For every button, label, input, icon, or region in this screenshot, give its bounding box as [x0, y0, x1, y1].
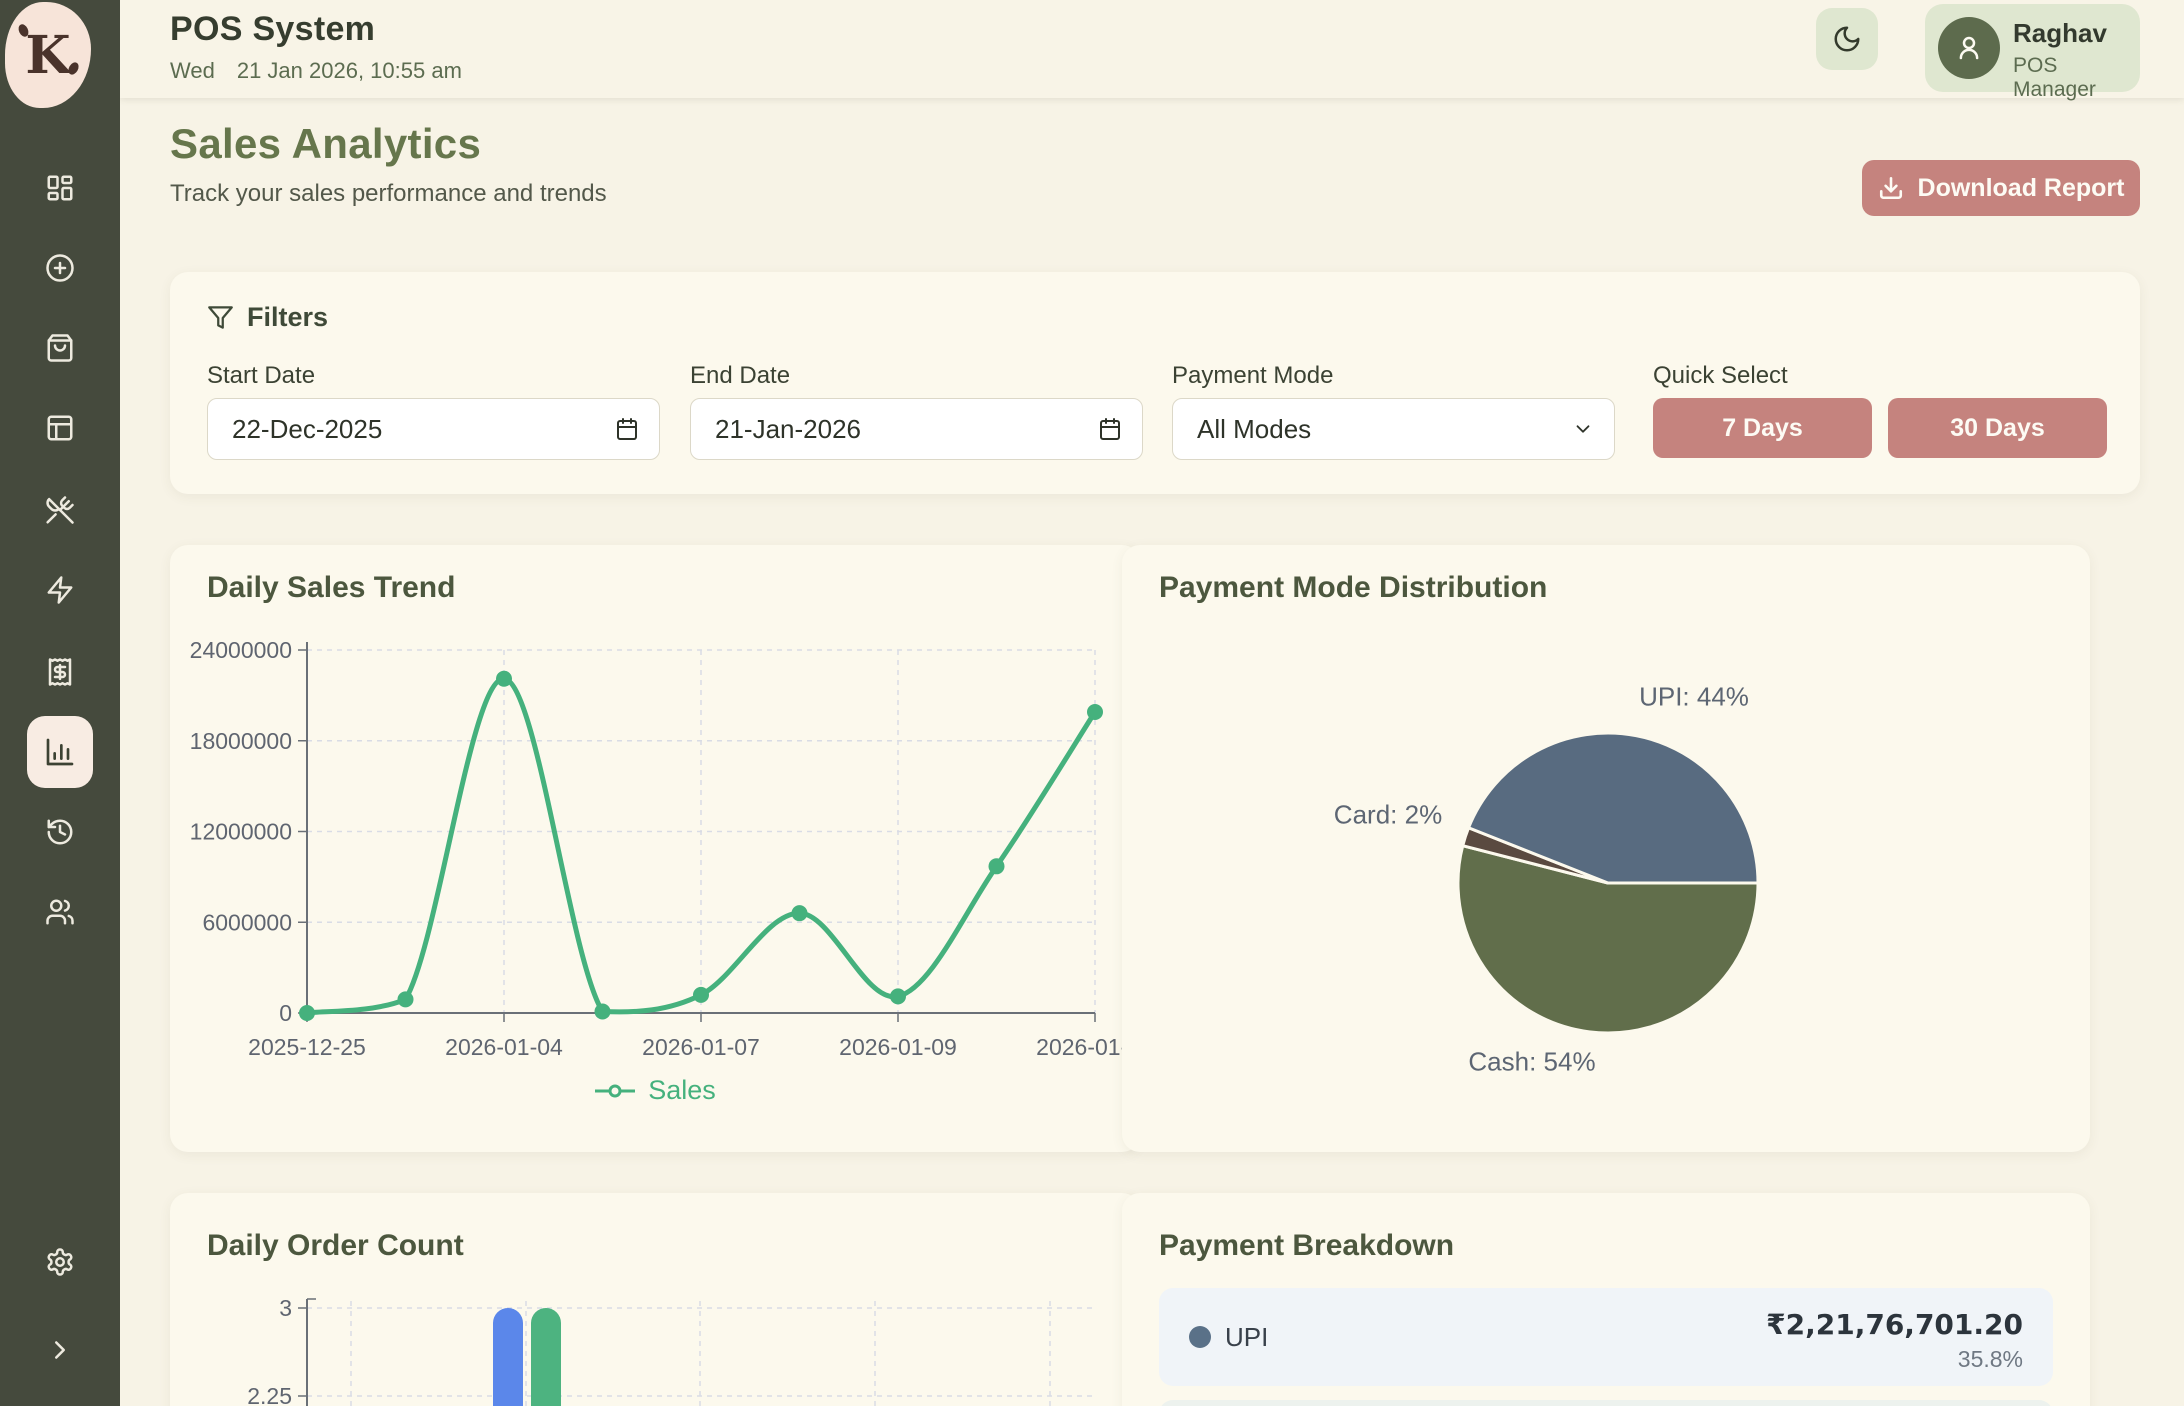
dark-mode-toggle[interactable] [1816, 8, 1878, 70]
payment-breakdown-title: Payment Breakdown [1159, 1229, 1454, 1263]
user-menu[interactable]: Raghav POS Manager [1925, 4, 2140, 92]
filters-header: Filters [207, 302, 328, 333]
sidebar-item-customers[interactable] [36, 888, 84, 936]
plus-circle-icon [45, 253, 75, 283]
chevron-right-icon [45, 1335, 75, 1365]
sidebar-item-settings[interactable] [36, 1238, 84, 1286]
calendar-icon [615, 417, 639, 441]
svg-text:2025-12-25: 2025-12-25 [248, 1034, 366, 1060]
pie-label-card: Card: 2% [1334, 800, 1442, 831]
shopping-bag-icon [45, 333, 75, 363]
datetime-label: 21 Jan 2026, 10:55 am [237, 58, 462, 84]
sidebar-item-billing[interactable] [36, 648, 84, 696]
sidebar-item-tables[interactable] [36, 404, 84, 452]
gear-icon [45, 1247, 75, 1277]
payment-mode-pie-chart [1122, 545, 2090, 1152]
brand-logo-letter: K [25, 25, 70, 86]
download-icon [1878, 175, 1904, 201]
daily-sales-trend-card: Daily Sales Trend 0600000012000000180000… [170, 545, 1140, 1152]
pie-label-upi: UPI: 44% [1639, 682, 1749, 713]
svg-text:24000000: 24000000 [190, 637, 292, 663]
payment-mode-value: All Modes [1197, 414, 1311, 445]
page-title: Sales Analytics [170, 120, 481, 168]
svg-text:3: 3 [279, 1295, 292, 1321]
download-report-button[interactable]: Download Report [1862, 160, 2140, 216]
weekday-label: Wed [170, 58, 215, 84]
upi-row-percent: 35.8% [1958, 1346, 2023, 1373]
payment-mode-distribution-card: Payment Mode Distribution UPI: 44% Card:… [1122, 545, 2090, 1152]
daily-sales-trend-chart: 0 6000000 12000000 18000000 24000000 2025-12-… [170, 545, 1140, 1152]
history-icon [45, 817, 75, 847]
calendar-icon [1098, 417, 1122, 441]
filters-title: Filters [247, 302, 328, 333]
sidebar-item-analytics[interactable] [27, 716, 93, 788]
header-date: Wed 21 Jan 2026, 10:55 am [170, 58, 462, 84]
upi-row-label: UPI [1225, 1322, 1268, 1353]
sidebar-item-add-new[interactable] [36, 244, 84, 292]
top-header: POS System Wed 21 Jan 2026, 10:55 am Rag… [120, 0, 2184, 98]
sidebar-item-orders[interactable] [36, 324, 84, 372]
payment-breakdown-row-upi: UPI ₹2,21,76,701.20 35.8% [1159, 1288, 2053, 1386]
app-title: POS System [170, 10, 375, 49]
quick-select-7-days-button[interactable]: 7 Days [1653, 398, 1872, 458]
svg-text:0: 0 [279, 1000, 292, 1026]
svg-text:6000000: 6000000 [202, 909, 292, 935]
svg-text:18000000: 18000000 [190, 728, 292, 754]
end-date-input[interactable]: 21-Jan-2026 [690, 398, 1143, 460]
sidebar: K [0, 0, 120, 1406]
quick-select-label: Quick Select [1653, 362, 1788, 390]
end-date-label: End Date [690, 362, 790, 390]
svg-text:2026-01-04: 2026-01-04 [445, 1034, 563, 1060]
sidebar-item-menu[interactable] [36, 486, 84, 534]
sidebar-item-dashboard[interactable] [36, 164, 84, 212]
svg-text:2026-01-07: 2026-01-07 [642, 1034, 760, 1060]
filter-funnel-icon [207, 304, 234, 331]
utensils-crossed-icon [45, 495, 75, 525]
filters-panel: Filters Start Date 22-Dec-2025 End Date … [170, 272, 2140, 494]
svg-text:12000000: 12000000 [190, 819, 292, 845]
dashboard-icon [45, 173, 75, 203]
zap-icon [45, 575, 75, 605]
upi-color-dot [1189, 1326, 1211, 1348]
sidebar-item-history[interactable] [36, 808, 84, 856]
bar-chart-icon [44, 736, 76, 768]
user-icon [1954, 33, 1984, 63]
sidebar-item-quick-bill[interactable] [36, 566, 84, 614]
upi-row-amount: ₹2,21,76,701.20 [1766, 1308, 2023, 1341]
daily-order-count-card: Daily Order Count 32.25 [170, 1193, 1140, 1406]
download-report-label: Download Report [1918, 174, 2125, 203]
receipt-icon [45, 657, 75, 687]
brand-logo: K [5, 2, 91, 108]
sidebar-collapse-toggle[interactable] [36, 1326, 84, 1374]
start-date-label: Start Date [207, 362, 315, 390]
daily-order-count-chart: 32.25 [170, 1193, 1140, 1406]
quick-select-30-days-button[interactable]: 30 Days [1888, 398, 2107, 458]
end-date-value: 21-Jan-2026 [715, 414, 861, 445]
payment-breakdown-card: Payment Breakdown UPI ₹2,21,76,701.20 35… [1122, 1193, 2090, 1406]
payment-breakdown-row-truncated [1159, 1400, 2053, 1406]
svg-text:2026-01-09: 2026-01-09 [839, 1034, 957, 1060]
pie-label-cash: Cash: 54% [1468, 1047, 1595, 1078]
users-icon [45, 897, 75, 927]
payment-mode-select[interactable]: All Modes [1172, 398, 1615, 460]
payment-mode-label: Payment Mode [1172, 362, 1333, 390]
user-name: Raghav [2013, 18, 2107, 49]
user-role: POS Manager [2013, 54, 2140, 102]
page-subtitle: Track your sales performance and trends [170, 180, 607, 208]
svg-text:2.25: 2.25 [247, 1383, 292, 1406]
legend-line-marker-icon [594, 1083, 636, 1099]
table-layout-icon [45, 413, 75, 443]
moon-icon [1832, 24, 1862, 54]
avatar [1938, 17, 2000, 79]
main-content: Sales Analytics Track your sales perform… [120, 98, 2184, 1406]
chevron-down-icon [1572, 418, 1594, 440]
legend-label: Sales [648, 1075, 716, 1106]
sales-legend[interactable]: Sales [170, 1075, 1140, 1106]
start-date-value: 22-Dec-2025 [232, 414, 382, 445]
start-date-input[interactable]: 22-Dec-2025 [207, 398, 660, 460]
